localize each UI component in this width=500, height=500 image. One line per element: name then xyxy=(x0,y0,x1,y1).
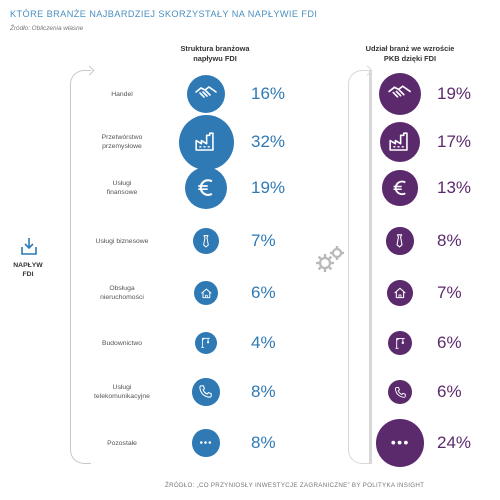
fdi-bubble xyxy=(178,114,234,170)
inflow-label-line2: FDI xyxy=(22,271,34,278)
fdi-bubble xyxy=(193,228,219,254)
dots-icon xyxy=(391,441,409,445)
download-tray-icon xyxy=(20,237,38,262)
fdi-bubble xyxy=(184,166,228,210)
house-icon xyxy=(394,287,406,299)
industry-label-line: Usługi xyxy=(112,180,132,187)
gdp-percentage: 8% xyxy=(437,231,462,250)
dots-icon xyxy=(200,441,212,445)
handshake-icon xyxy=(388,85,412,98)
industry-label-line: Przetwórstwo xyxy=(101,134,143,141)
euro-icon xyxy=(198,179,213,197)
fdi-bubble xyxy=(186,74,226,114)
right-bracket xyxy=(348,70,372,464)
industry-label-line: przemysłowe xyxy=(102,143,142,150)
gdp-percentage: 6% xyxy=(437,333,462,352)
gdp-percentage: 7% xyxy=(437,283,462,302)
industry-label-line: nieruchomości xyxy=(100,294,144,301)
fdi-percentage: 16% xyxy=(251,84,286,103)
fdi-bubble xyxy=(195,332,217,354)
industry-label: Usługi biznesowe xyxy=(76,237,168,246)
gdp-bubble xyxy=(388,380,412,404)
fdi-percentage: 7% xyxy=(251,231,276,250)
gdp-bubble xyxy=(376,419,424,467)
fdi-percentage: 19% xyxy=(251,178,286,197)
industry-label-line: telekomunikacyjne xyxy=(94,393,150,400)
source-note-top: Źródło: Obliczenia własne xyxy=(10,25,84,32)
fdi-percentage: 6% xyxy=(251,283,276,302)
source-note-bottom: ŹRÓDŁO: „CO PRZYNIOSŁY INWESTYCJE ZAGRAN… xyxy=(165,482,425,489)
tie-icon xyxy=(396,234,404,248)
industry-label: Budownictwo xyxy=(76,339,168,348)
gdp-bubble xyxy=(387,280,413,306)
fdi-percentage: 8% xyxy=(251,433,276,452)
industry-label-line: Pozostałe xyxy=(107,439,137,447)
column-header-gdp-line2: PKB dzięki FDI xyxy=(383,54,437,63)
crane-icon xyxy=(201,338,210,348)
handshake-icon xyxy=(195,85,217,98)
industry-label: Usługi telekomunikacyjne xyxy=(76,383,168,401)
industry-label: Przetwórstwo przemysłowe xyxy=(76,133,168,151)
inflow-label-line1: NAPŁYW xyxy=(13,262,43,269)
phone-icon xyxy=(394,386,406,398)
industry-label-line: Handel xyxy=(111,90,133,98)
industry-label-line: Usługi biznesowe xyxy=(95,237,149,245)
gdp-percentage: 17% xyxy=(437,132,472,151)
fdi-percentage: 8% xyxy=(251,382,276,401)
euro-icon xyxy=(393,180,406,196)
gdp-percentage: 13% xyxy=(437,178,472,197)
gdp-bubble xyxy=(386,227,414,255)
industry-label-line: Usługi xyxy=(112,384,132,391)
fdi-bubble xyxy=(192,429,220,457)
column-header-gdp-share: Udział branż we wzroście PKB dzięki FDI xyxy=(350,44,470,64)
inflow-label: NAPŁYW FDI xyxy=(8,261,48,279)
gdp-bubble xyxy=(379,121,421,163)
column-header-fdi-line2: napływu FDI xyxy=(193,54,237,63)
industry-label-line: Obsługa xyxy=(109,285,135,292)
factory-icon xyxy=(195,132,215,152)
factory-icon xyxy=(389,132,409,152)
column-header-fdi-structure: Struktura branżowa napływu FDI xyxy=(160,44,270,64)
gdp-percentage: 6% xyxy=(437,382,462,401)
column-header-gdp-line1: Udział branż we wzroście xyxy=(365,44,455,53)
infographic-title: KTÓRE BRANŻE NAJBARDZIEJ SKORZYSTAŁY NA … xyxy=(10,9,318,19)
industry-label: Pozostałe xyxy=(76,439,168,448)
industry-label: Usługi finansowe xyxy=(76,179,168,197)
fdi-bubble xyxy=(192,378,220,406)
fdi-percentage: 4% xyxy=(251,333,276,352)
industry-label: Obsługa nieruchomości xyxy=(76,284,168,302)
tie-icon xyxy=(203,235,209,248)
gdp-bubble xyxy=(388,331,412,355)
crane-icon xyxy=(395,337,405,349)
gears-icon xyxy=(314,243,348,282)
fdi-percentage: 32% xyxy=(251,132,286,151)
column-header-fdi-line1: Struktura branżowa xyxy=(180,44,250,53)
phone-icon xyxy=(199,385,213,399)
industry-label: Handel xyxy=(76,90,168,99)
industry-label-line: finansowe xyxy=(106,189,138,196)
gdp-percentage: 19% xyxy=(437,84,472,103)
gdp-percentage: 24% xyxy=(437,433,472,452)
industry-label-line: Budownictwo xyxy=(101,339,143,347)
fdi-bubble xyxy=(194,281,218,305)
left-bracket xyxy=(70,70,91,464)
house-icon xyxy=(200,288,212,298)
gdp-bubble xyxy=(382,170,418,206)
gdp-bubble xyxy=(378,72,422,116)
